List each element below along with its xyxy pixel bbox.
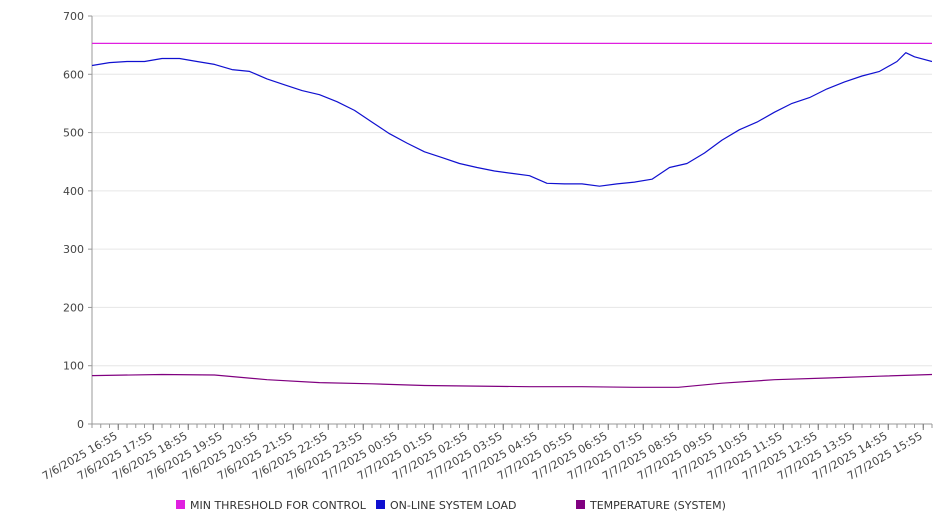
legend-swatch-min-threshold-for-control (176, 500, 185, 509)
y-tick-label: 100 (63, 360, 84, 373)
y-tick-label: 600 (63, 68, 84, 81)
grid-lines (92, 15, 932, 367)
series-line-on-line-system-load (92, 52, 932, 187)
legend-swatch-on-line-system-load (376, 500, 385, 509)
y-axis: 0 100 200 300 400 500 600 700 (63, 10, 93, 431)
x-axis: 7/6/2025 16:557/6/2025 17:557/6/2025 18:… (40, 423, 933, 483)
series-lines (92, 42, 932, 388)
y-tick-label: 300 (63, 243, 84, 256)
series-line-temperature-system (92, 373, 932, 388)
y-tick-label: 500 (63, 127, 84, 140)
legend: MIN THRESHOLD FOR CONTROL ON-LINE SYSTEM … (176, 499, 726, 512)
y-tick-label: 700 (63, 10, 84, 23)
legend-label-min-threshold-for-control: MIN THRESHOLD FOR CONTROL (190, 499, 367, 512)
y-tick-label: 0 (77, 418, 84, 431)
y-tick-label: 400 (63, 185, 84, 198)
legend-label-on-line-system-load: ON-LINE SYSTEM LOAD (390, 499, 516, 512)
legend-swatch-temperature-system (576, 500, 585, 509)
y-tick-label: 200 (63, 301, 84, 314)
legend-label-temperature-system: TEMPERATURE (SYSTEM) (589, 499, 726, 512)
